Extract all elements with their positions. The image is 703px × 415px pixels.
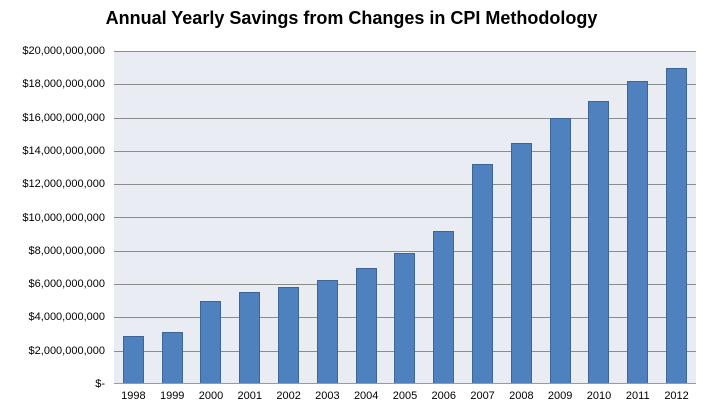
bar-2012 <box>666 67 688 384</box>
x-tick-label-2011: 2011 <box>625 390 650 402</box>
x-tick-label-2012: 2012 <box>664 390 689 402</box>
bar-2004 <box>355 267 377 384</box>
gridline-8 <box>114 118 696 119</box>
x-tick-label-2008: 2008 <box>509 390 534 402</box>
bar-2001 <box>239 292 261 384</box>
bar-slot-2007 <box>463 51 502 384</box>
bar-2005 <box>394 252 416 384</box>
bar-slot-2008 <box>502 51 541 384</box>
gridline-10 <box>114 51 696 52</box>
gridline-9 <box>114 84 696 85</box>
y-tick-label-7: $14,000,000,000 <box>22 144 105 157</box>
gridline-4 <box>114 251 696 252</box>
y-tick-label-5: $10,000,000,000 <box>22 211 105 224</box>
y-tick-label-4: $8,000,000,000 <box>28 244 105 257</box>
bar-series <box>114 51 696 384</box>
bar-slot-2010 <box>580 51 619 384</box>
bar-slot-1998 <box>114 51 153 384</box>
bar-2007 <box>472 164 494 384</box>
bar-2011 <box>627 81 649 384</box>
bar-2008 <box>510 143 532 384</box>
bar-2003 <box>316 279 338 384</box>
y-tick-label-10: $20,000,000,000 <box>22 45 105 57</box>
x-tick-label-2001: 2001 <box>237 390 263 402</box>
x-tick-label-2005: 2005 <box>392 390 418 402</box>
bar-slot-2012 <box>657 51 696 384</box>
bar-slot-1999 <box>153 51 192 384</box>
x-tick-label-1998: 1998 <box>121 390 146 402</box>
bar-2006 <box>433 230 455 384</box>
bar-2000 <box>200 300 222 384</box>
y-tick-label-9: $18,000,000,000 <box>22 78 105 91</box>
bar-2010 <box>588 100 610 384</box>
bar-2009 <box>549 117 571 384</box>
x-axis-line <box>114 383 696 384</box>
y-tick-label-8: $16,000,000,000 <box>22 111 105 124</box>
bar-1998 <box>122 335 144 384</box>
bar-slot-2001 <box>230 51 269 384</box>
bar-2002 <box>278 287 300 384</box>
gridline-7 <box>114 151 696 152</box>
bar-slot-2006 <box>424 51 463 384</box>
plot-area <box>114 51 696 384</box>
y-tick-label-3: $6,000,000,000 <box>28 278 105 291</box>
y-tick-label-0: $- <box>95 378 105 390</box>
y-tick-label-1: $2,000,000,000 <box>28 344 105 357</box>
y-tick-label-6: $12,000,000,000 <box>22 178 105 191</box>
x-tick-label-2000: 2000 <box>198 390 224 402</box>
y-tick-label-2: $4,000,000,000 <box>28 311 105 324</box>
bar-slot-2009 <box>541 51 580 384</box>
x-axis: 1998 1999 2000 2001 2002 2003 2004 2005 2006 2007… <box>114 390 696 402</box>
gridline-5 <box>114 217 696 218</box>
x-tick-label-2006: 2006 <box>431 390 457 402</box>
bar-slot-2000 <box>192 51 231 384</box>
bar-slot-2004 <box>347 51 386 384</box>
x-tick-label-1999: 1999 <box>159 390 185 402</box>
x-tick-label-2003: 2003 <box>315 390 340 402</box>
x-tick-label-2009: 2009 <box>547 390 573 402</box>
bar-slot-2005 <box>386 51 425 384</box>
x-tick-label-2002: 2002 <box>276 390 301 402</box>
x-tick-label-2004: 2004 <box>353 390 379 402</box>
gridline-6 <box>114 184 696 185</box>
chart-title: Annual Yearly Savings from Changes in CP… <box>105 8 598 28</box>
x-tick-label-2007: 2007 <box>470 390 495 402</box>
bar-slot-2003 <box>308 51 347 384</box>
bar-slot-2002 <box>269 51 308 384</box>
bar-1999 <box>161 332 183 384</box>
x-tick-label-2010: 2010 <box>586 390 612 402</box>
bar-slot-2011 <box>618 51 657 384</box>
